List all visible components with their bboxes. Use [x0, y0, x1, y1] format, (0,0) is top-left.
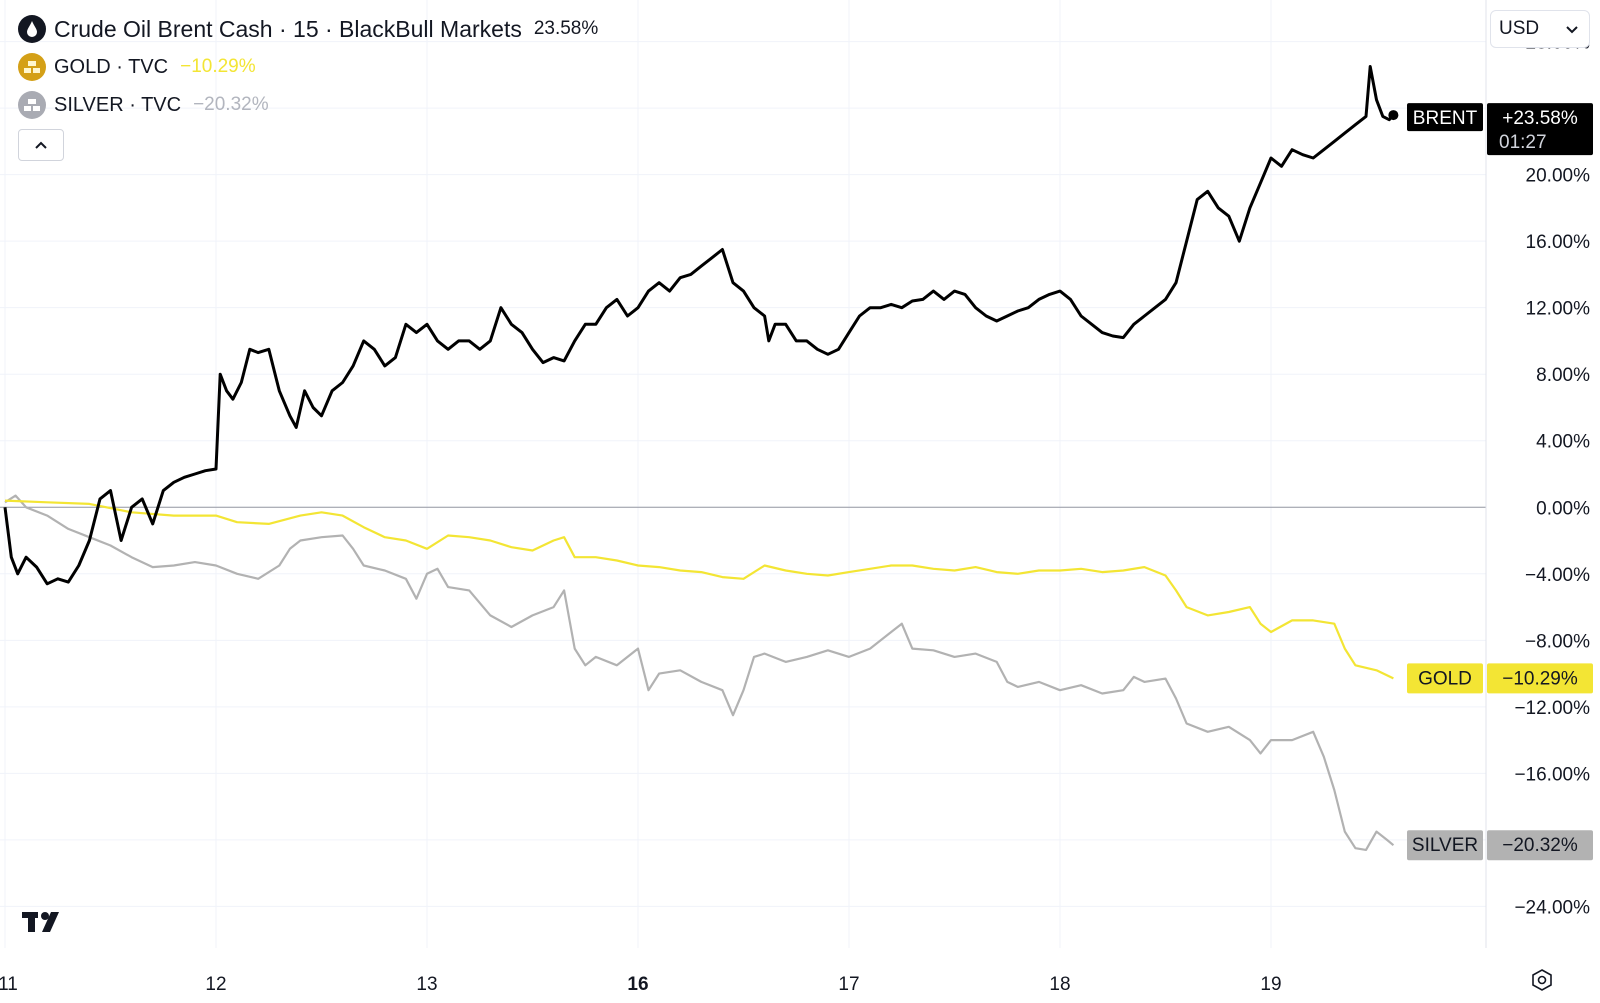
x-tick-label: 12	[205, 974, 226, 995]
chart-grid	[0, 0, 1486, 948]
x-tick-label: 11	[0, 974, 18, 995]
silver-series-change: −20.32%	[193, 94, 269, 115]
y-tick-label: −24.00%	[1514, 897, 1590, 918]
x-axis: 11 12 13 16 17 18 19	[0, 974, 1282, 995]
y-tick-label: −4.00%	[1525, 565, 1590, 586]
brent-series-line	[3, 65, 1395, 586]
gold-series-line	[4, 499, 1394, 680]
gold-series-change: −10.29%	[180, 56, 256, 77]
oil-drop-icon	[18, 15, 46, 43]
brent-value-tag	[1487, 103, 1593, 156]
y-axis: 28.00%20.00%16.00%12.00%8.00%4.00%0.00%−…	[1514, 33, 1590, 919]
legend-silver-series[interactable]: SILVER · TVC −20.32%	[18, 86, 598, 124]
x-tick-label: 17	[838, 974, 859, 995]
chevron-up-icon	[35, 141, 47, 149]
brent-name-label: BRENT	[1413, 108, 1478, 129]
gold-name-label: GOLD	[1418, 668, 1472, 689]
silver-value-label: −20.32%	[1502, 835, 1578, 856]
y-tick-label: 16.00%	[1526, 232, 1591, 253]
y-tick-label: 12.00%	[1526, 299, 1591, 320]
brent-value-label: +23.58%	[1502, 108, 1578, 129]
brent-countdown-label: 01:27	[1499, 132, 1547, 153]
series-lines	[3, 65, 1399, 851]
silver-name-tag	[1407, 830, 1483, 861]
main-series-change: 23.58%	[533, 18, 599, 39]
x-tick-label: 18	[1049, 974, 1070, 995]
gold-series-symbol: GOLD · TVC	[54, 55, 169, 78]
x-tick-label: 19	[1260, 974, 1281, 995]
chevron-down-icon	[1566, 26, 1578, 34]
y-tick-label: −8.00%	[1525, 631, 1590, 652]
settings-icon[interactable]	[1530, 968, 1554, 997]
brent-last-point	[1388, 110, 1399, 121]
main-series-title: Crude Oil Brent Cash · 15 · BlackBull Ma…	[54, 15, 522, 42]
collapse-legend-button[interactable]	[18, 129, 64, 161]
chart-legend: Crude Oil Brent Cash · 15 · BlackBull Ma…	[18, 10, 598, 124]
legend-gold-series[interactable]: GOLD · TVC −10.29%	[18, 48, 598, 86]
y-tick-label: 20.00%	[1526, 166, 1591, 187]
price-labels: BRENT +23.58% 01:27 GOLD −10.29% SILVER −20.32…	[1407, 103, 1593, 861]
silver-name-label: SILVER	[1412, 835, 1478, 856]
gold-bars-icon	[18, 53, 46, 81]
gold-value-label: −10.29%	[1502, 668, 1578, 689]
silver-value-tag	[1487, 830, 1593, 861]
y-tick-label: 8.00%	[1536, 365, 1590, 386]
x-tick-label: 16	[627, 974, 648, 995]
x-tick-label: 13	[416, 974, 437, 995]
silver-bars-icon	[18, 91, 46, 119]
legend-main-series[interactable]: Crude Oil Brent Cash · 15 · BlackBull Ma…	[18, 10, 598, 48]
tradingview-logo-icon[interactable]	[22, 910, 70, 939]
currency-select[interactable]: USD	[1490, 10, 1590, 48]
silver-series-symbol: SILVER · TVC	[54, 93, 182, 116]
gold-value-tag	[1487, 663, 1593, 694]
y-tick-label: −12.00%	[1514, 698, 1590, 719]
silver-series-line	[4, 494, 1395, 851]
gold-name-tag	[1407, 663, 1483, 694]
y-tick-label: 4.00%	[1536, 432, 1590, 453]
currency-value: USD	[1499, 18, 1540, 39]
brent-name-tag	[1407, 103, 1483, 132]
y-tick-label: −16.00%	[1514, 764, 1590, 785]
y-tick-label: 0.00%	[1536, 498, 1590, 519]
